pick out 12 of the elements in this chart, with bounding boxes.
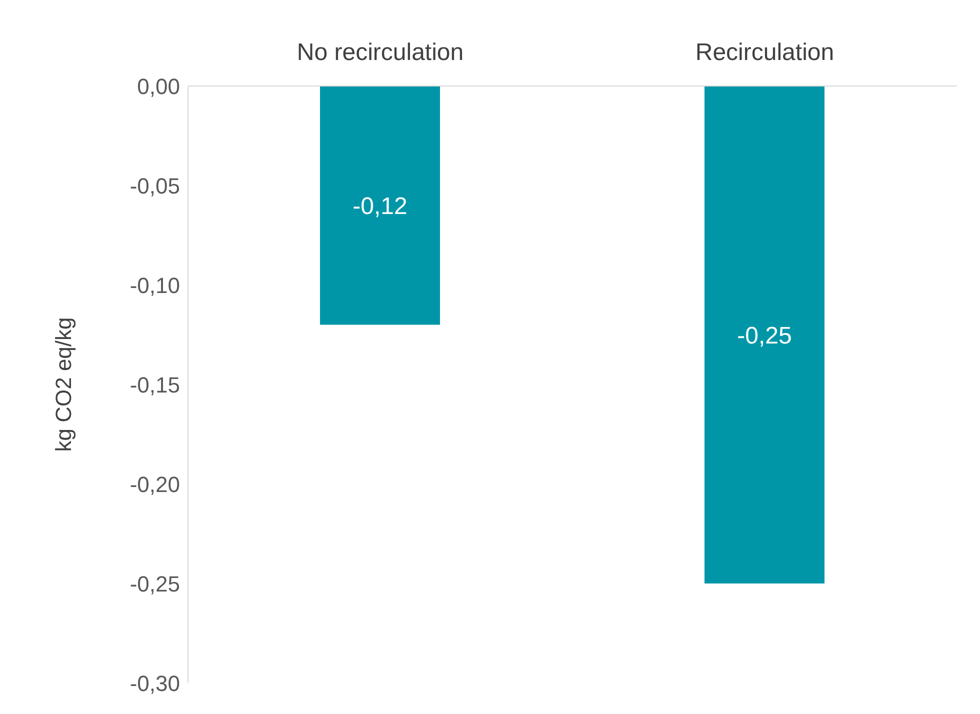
y-tick-label: -0,05 — [130, 173, 180, 198]
y-axis-title: kg CO2 eq/kg — [50, 317, 76, 452]
x-tick-label: No recirculation — [296, 39, 464, 66]
data-label: -0,25 — [737, 322, 792, 350]
y-tick-label: -0,20 — [130, 472, 180, 497]
data-label: -0,12 — [352, 192, 408, 220]
x-tick-label: Recirculation — [695, 39, 834, 66]
y-tick-label: -0,30 — [130, 670, 180, 696]
y-tick-label: -0,25 — [130, 571, 180, 596]
y-tick-label: -0,15 — [130, 372, 180, 398]
y-tick-label: -0,10 — [130, 272, 180, 298]
y-tick-label: 0,00 — [137, 74, 180, 99]
